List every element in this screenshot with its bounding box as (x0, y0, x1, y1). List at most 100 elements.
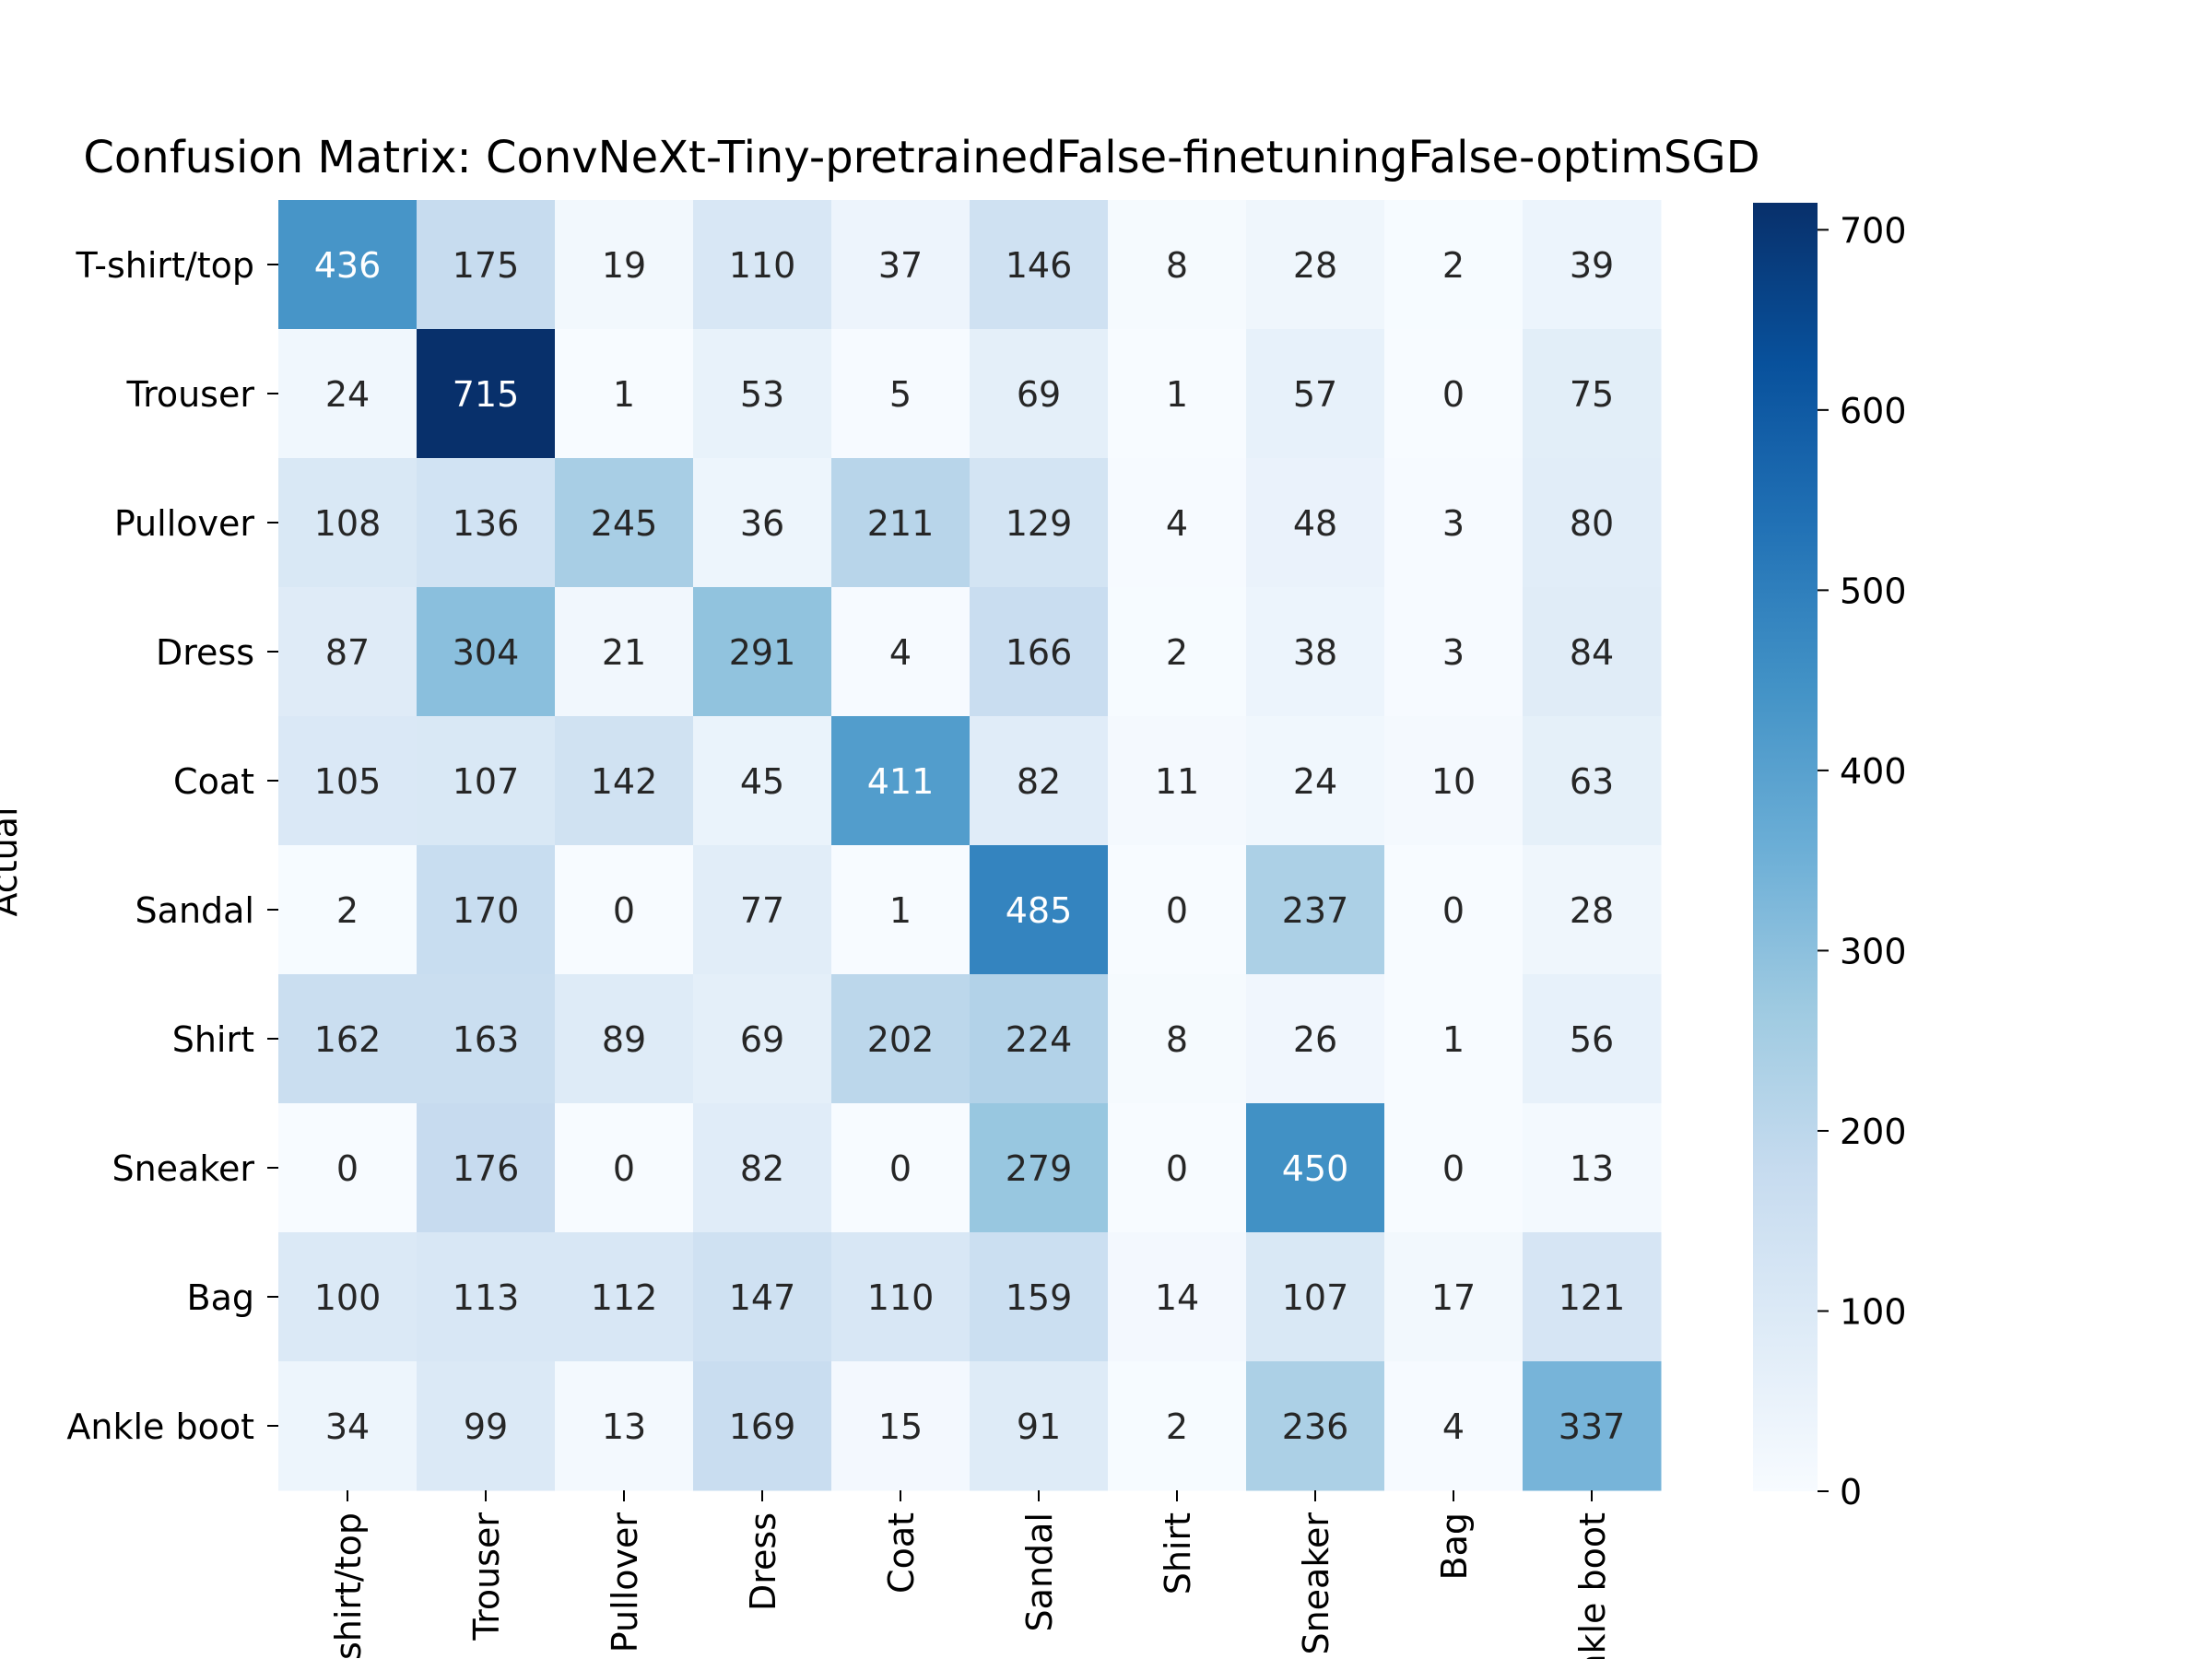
colorbar-tick-label: 600 (1840, 391, 1907, 431)
heatmap-cell (555, 458, 694, 588)
column-tick-label: Coat (881, 1512, 922, 1594)
cell-value-label: 224 (1006, 1019, 1073, 1060)
cell-value-label: 129 (1006, 503, 1073, 544)
cell-value-label: 8 (1166, 245, 1188, 286)
cell-value-label: 411 (867, 761, 935, 802)
heatmap-cell (278, 845, 418, 975)
heatmap-cell (278, 587, 418, 717)
cell-value-label: 2 (336, 890, 359, 931)
heatmap-cell (1108, 458, 1247, 588)
heatmap-cell (1108, 1361, 1247, 1491)
heatmap-cell (831, 329, 971, 459)
cell-value-label: 37 (878, 245, 923, 286)
cell-value-label: 8 (1166, 1019, 1188, 1060)
heatmap-cell (278, 1361, 418, 1491)
cell-value-label: 715 (453, 374, 520, 415)
heatmap-cell (831, 587, 971, 717)
heatmap-cell (1384, 587, 1524, 717)
heatmap-cell (831, 1361, 971, 1491)
cell-value-label: 53 (740, 374, 784, 415)
heatmap-cell (1108, 974, 1247, 1104)
colorbar-tick-label: 0 (1840, 1472, 1862, 1512)
heatmap-cell (1523, 458, 1662, 588)
heatmap-cell (1246, 458, 1385, 588)
cell-value-label: 176 (453, 1148, 520, 1189)
cell-value-label: 485 (1006, 890, 1073, 931)
cell-value-label: 0 (889, 1148, 912, 1189)
cell-value-label: 279 (1006, 1148, 1073, 1189)
column-tick-label: Pullover (605, 1512, 645, 1653)
heatmap-cell (831, 845, 971, 975)
row-tick-label: Dress (156, 632, 254, 673)
heatmap-cell (1384, 458, 1524, 588)
heatmap-cell (831, 974, 971, 1104)
cell-value-label: 38 (1293, 632, 1337, 673)
colorbar-tick-label: 700 (1840, 210, 1907, 251)
row-tick-label: Shirt (172, 1019, 254, 1060)
heatmap-cell (417, 716, 556, 846)
heatmap-cell (1246, 845, 1385, 975)
cell-value-label: 21 (602, 632, 646, 673)
heatmap-cell (555, 974, 694, 1104)
heatmap-cell (555, 1103, 694, 1233)
cell-value-label: 24 (325, 374, 370, 415)
cell-value-label: 4 (889, 632, 912, 673)
cell-value-label: 163 (453, 1019, 520, 1060)
cell-value-label: 107 (453, 761, 520, 802)
cell-value-label: 105 (314, 761, 382, 802)
heatmap-cell (417, 1361, 556, 1491)
heatmap-cell (1246, 1232, 1385, 1362)
heatmap-cell (1384, 200, 1524, 330)
column-tick-label: Sandal (1019, 1512, 1060, 1631)
cell-value-label: 175 (453, 245, 520, 286)
cell-value-label: 170 (453, 890, 520, 931)
cell-value-label: 34 (325, 1406, 370, 1447)
cell-value-label: 2 (1166, 1406, 1188, 1447)
heatmap-cell (278, 458, 418, 588)
cell-value-label: 91 (1017, 1406, 1061, 1447)
heatmap-cell (555, 200, 694, 330)
cell-value-label: 69 (1017, 374, 1061, 415)
y-axis-label: Actual (0, 806, 25, 916)
heatmap-cell (1108, 200, 1247, 330)
heatmap-cell (417, 1232, 556, 1362)
column-tick-label: Dress (743, 1512, 783, 1611)
heatmap-cell (417, 458, 556, 588)
heatmap-cell (1246, 329, 1385, 459)
cell-value-label: 3 (1442, 632, 1465, 673)
cell-value-label: 166 (1006, 632, 1073, 673)
cell-value-label: 24 (1293, 761, 1337, 802)
heatmap-cell (970, 974, 1109, 1104)
heatmap-cell (1246, 1361, 1385, 1491)
heatmap-cell (693, 329, 832, 459)
cell-value-label: 75 (1570, 374, 1614, 415)
cell-value-label: 99 (464, 1406, 508, 1447)
heatmap-cell (417, 845, 556, 975)
cell-value-label: 136 (453, 503, 520, 544)
heatmap-cell (1384, 329, 1524, 459)
cell-value-label: 337 (1559, 1406, 1626, 1447)
cell-value-label: 36 (740, 503, 784, 544)
cell-value-label: 69 (740, 1019, 784, 1060)
cell-value-label: 87 (325, 632, 370, 673)
cell-value-label: 4 (1442, 1406, 1465, 1447)
cell-value-label: 304 (453, 632, 520, 673)
heatmap-cell (1384, 716, 1524, 846)
cell-value-label: 48 (1293, 503, 1337, 544)
cell-value-label: 80 (1570, 503, 1614, 544)
colorbar-tick-label: 100 (1840, 1291, 1907, 1332)
heatmap-cell (831, 458, 971, 588)
cell-value-label: 211 (867, 503, 935, 544)
cell-value-label: 245 (591, 503, 658, 544)
cell-value-label: 202 (867, 1019, 935, 1060)
cell-value-label: 0 (1442, 374, 1465, 415)
heatmap-cell (970, 200, 1109, 330)
heatmap-cell (831, 716, 971, 846)
column-tick-label: Ankle boot (1572, 1512, 1613, 1659)
cell-value-label: 13 (1570, 1148, 1614, 1189)
cell-value-label: 0 (613, 890, 635, 931)
cell-value-label: 1 (889, 890, 912, 931)
heatmap-cell (1523, 1361, 1662, 1491)
heatmap-cell (1108, 1103, 1247, 1233)
